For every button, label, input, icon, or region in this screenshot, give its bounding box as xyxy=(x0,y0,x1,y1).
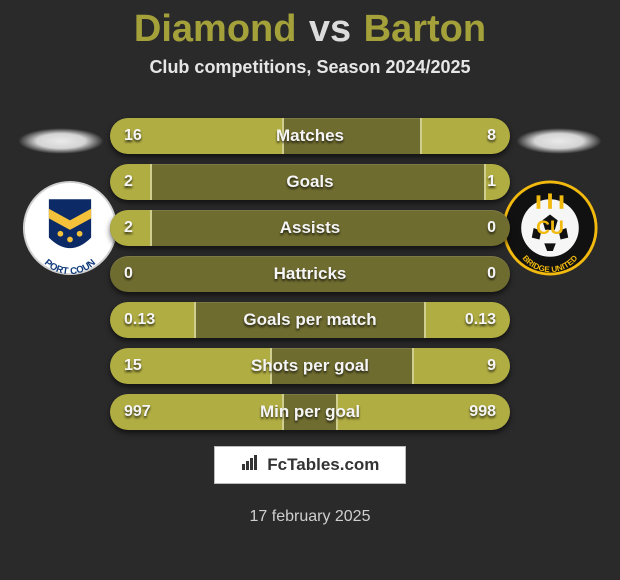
stat-label: Hattricks xyxy=(110,256,510,292)
stat-label: Assists xyxy=(110,210,510,246)
svg-text:CU: CU xyxy=(536,218,564,239)
stat-row: 20Assists xyxy=(110,210,510,246)
brand-box: FcTables.com xyxy=(214,446,406,484)
stat-label: Goals xyxy=(110,164,510,200)
avatar-shadow-right xyxy=(516,128,602,154)
title-vs: vs xyxy=(309,8,351,50)
subtitle: Club competitions, Season 2024/2025 xyxy=(0,57,620,78)
stat-label: Min per goal xyxy=(110,394,510,430)
club-logo-right: CU BRIDGE UNITED xyxy=(502,180,598,276)
stat-label: Goals per match xyxy=(110,302,510,338)
stat-row: 21Goals xyxy=(110,164,510,200)
stat-row: 997998Min per goal xyxy=(110,394,510,430)
date-line: 17 february 2025 xyxy=(0,508,620,526)
title-player-right: Barton xyxy=(364,8,486,50)
chart-bars-icon xyxy=(241,448,259,484)
stat-row: 0.130.13Goals per match xyxy=(110,302,510,338)
avatar-shadow-left xyxy=(18,128,104,154)
brand-text: FcTables.com xyxy=(267,455,379,474)
club-logo-left: PORT COUN xyxy=(22,180,118,276)
title-player-left: Diamond xyxy=(134,8,297,50)
stats-bars-region: 168Matches 21Goals 20Assists 00Hattricks 0.1… xyxy=(110,118,510,440)
page-title: Diamond vs Barton xyxy=(0,0,620,51)
stat-label: Matches xyxy=(110,118,510,154)
stat-row: 168Matches xyxy=(110,118,510,154)
stat-row: 00Hattricks xyxy=(110,256,510,292)
stat-label: Shots per goal xyxy=(110,348,510,384)
stat-row: 159Shots per goal xyxy=(110,348,510,384)
